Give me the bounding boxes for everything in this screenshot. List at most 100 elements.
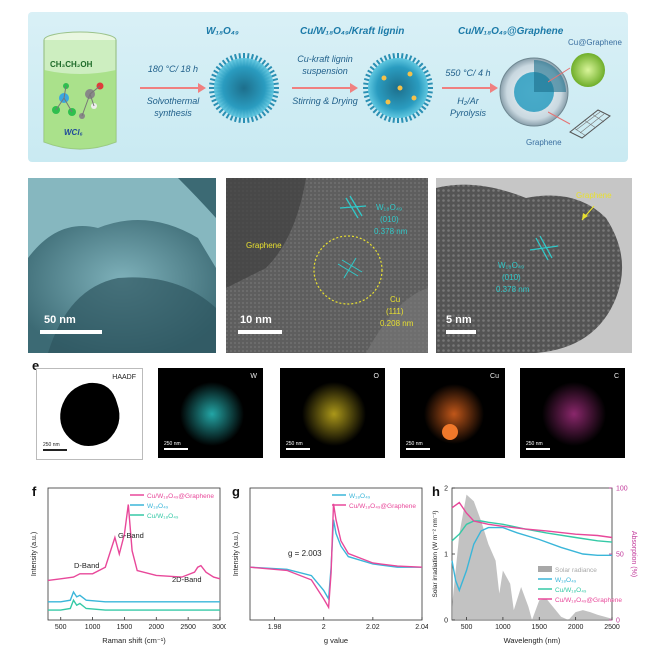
step1-method-line2: synthesis bbox=[154, 108, 192, 118]
map-label-cu: Cu bbox=[490, 373, 499, 380]
hrtem-d-texture bbox=[436, 178, 632, 353]
graphene-sheet-icon bbox=[569, 109, 611, 139]
tem-image-b: 50 nm bbox=[28, 178, 216, 353]
stage2-title: Cu/W₁₈O₄₉/Kraft lignin bbox=[300, 26, 405, 37]
arrow-3-icon bbox=[442, 83, 498, 93]
haadf-particle bbox=[60, 382, 120, 446]
legend-label-2: Cu/W₁₈O₄₉ bbox=[555, 587, 587, 594]
map-scale-c: 250 nm bbox=[526, 441, 543, 447]
hrtem-image-c: Graphene W₁₈O₄₉ (010) 0.378 nm Cu (111) … bbox=[226, 178, 428, 353]
eds-map-cu: Cu 250 nm bbox=[400, 368, 505, 458]
legend-label-3: Cu/W₁₈O₄₉@Graphene bbox=[555, 597, 622, 604]
step3-gas: H₂/Ar bbox=[457, 96, 479, 106]
map-scale-o: 250 nm bbox=[286, 441, 303, 447]
c-distribution bbox=[542, 382, 606, 446]
o-distribution bbox=[302, 382, 366, 446]
synthesis-schematic: CH₃CH₂OH WCl₆ 180 °C/ 18 h Solvothermal … bbox=[28, 12, 628, 162]
annotation-g-value: g = 2.003 bbox=[288, 549, 322, 558]
x-tick-label-5: 3000 bbox=[212, 624, 226, 631]
legend-label-1: W₁₈O₄₉ bbox=[555, 577, 577, 584]
step2-method: Stirring & Drying bbox=[292, 96, 358, 106]
map-scalebar-haadf bbox=[43, 449, 67, 451]
map-scalebar-c bbox=[526, 448, 550, 450]
lattice-markers-w bbox=[339, 195, 367, 219]
x-tick-label-3: 2000 bbox=[568, 624, 584, 631]
map-scale-cu: 250 nm bbox=[406, 441, 423, 447]
map-scale-w: 250 nm bbox=[164, 441, 181, 447]
hrtem-c-texture bbox=[226, 178, 428, 353]
pointer-lines bbox=[548, 67, 571, 125]
x-tick-label-4: 2500 bbox=[180, 624, 196, 631]
map-scale-haadf: 250 nm bbox=[43, 442, 60, 448]
scale-label-d: 5 nm bbox=[446, 314, 472, 326]
y-tick-label-0: 0 bbox=[444, 618, 448, 625]
map-label-c: C bbox=[613, 373, 619, 380]
beaker-solvent-label: CH₃CH₂OH bbox=[50, 60, 93, 69]
x-tick-label-0: 1.98 bbox=[268, 624, 282, 631]
cu-graphene-ball-icon bbox=[571, 53, 605, 87]
legend-label-1: Cu/W₁₈O₄₉@Graphene bbox=[349, 503, 416, 510]
map-label-o: O bbox=[373, 373, 379, 380]
scale-label-b: 50 nm bbox=[44, 314, 76, 326]
stage1-title: W₁₈O₄₉ bbox=[206, 26, 239, 37]
series-line-2 bbox=[48, 598, 220, 611]
legend-label-0: Cu/W₁₈O₄₉@Graphene bbox=[147, 493, 214, 500]
step2-reagent-line2: suspension bbox=[302, 66, 348, 76]
raman-chart: 500 1000 1500 2000 2500 3000 Intensity (a.u.)… bbox=[31, 487, 226, 645]
series-line-0 bbox=[249, 519, 422, 602]
panel-label-h: h bbox=[432, 484, 440, 499]
y2label-h: Absorption (%) bbox=[630, 531, 637, 577]
step2-reagent-line1: Cu-kraft lignin bbox=[297, 54, 353, 64]
eds-map-haadf: HAADF 250 nm bbox=[36, 368, 143, 460]
step1-condition: 180 °C/ 18 h bbox=[147, 64, 199, 74]
urchin-lignin-illustration bbox=[363, 53, 433, 123]
y2-tick-label-0: 0 bbox=[616, 618, 620, 625]
annotation-g-band: G-Band bbox=[118, 531, 144, 540]
x-tick-label-1: 2 bbox=[322, 624, 326, 631]
annotation-d-band: D-Band bbox=[74, 561, 99, 570]
graphene-label: Graphene bbox=[526, 138, 562, 147]
map-scalebar-cu bbox=[406, 448, 430, 450]
x-tick-label-4: 2500 bbox=[604, 624, 620, 631]
annotation-2d-band: 2D-Band bbox=[172, 575, 202, 584]
legend-label-0: W₁₈O₄₉ bbox=[349, 493, 371, 500]
series-line-1 bbox=[451, 526, 612, 593]
eds-map-c: C 250 nm bbox=[520, 368, 625, 458]
ylabel-f: Intensity (a.u.) bbox=[31, 532, 38, 576]
tem-b-texture bbox=[28, 178, 216, 353]
cu-distribution bbox=[424, 384, 484, 444]
legend-label-2: Cu/W₁₈O₄₉ bbox=[147, 513, 179, 520]
x-tick-label-2: 2.02 bbox=[366, 624, 380, 631]
y-tick-label-1: 1 bbox=[444, 552, 448, 559]
ylabel-h: Solar irradiation (W m⁻² nm⁻¹) bbox=[432, 510, 439, 597]
beaker-illustration bbox=[43, 31, 117, 150]
plot-frame-g bbox=[249, 487, 423, 621]
lattice-markers-cu bbox=[337, 257, 363, 279]
xlabel-g: g value bbox=[324, 636, 348, 645]
ylabel-g: Intensity (a.u.) bbox=[233, 532, 240, 576]
x-tick-label-0: 500 bbox=[461, 624, 473, 631]
x-tick-label-2: 1500 bbox=[117, 624, 133, 631]
w18o49-plane-d: (010) bbox=[502, 273, 521, 282]
cu-plane-c: (111) bbox=[386, 307, 404, 316]
cu-label-c: Cu bbox=[390, 295, 401, 304]
w18o49-label-d: W₁₈O₄₉ bbox=[498, 261, 525, 270]
scale-bar-c bbox=[238, 330, 282, 334]
step3-method: Pyrolysis bbox=[449, 108, 486, 118]
lattice-markers-d bbox=[529, 235, 559, 261]
scale-bar-d bbox=[446, 330, 476, 334]
step1-method-line1: Solvothermal bbox=[146, 96, 200, 106]
arrow-2-icon bbox=[292, 83, 358, 93]
step3-condition: 550 °C/ 4 h bbox=[445, 68, 491, 78]
graphene-sphere-illustration bbox=[499, 57, 569, 127]
urchin-w18o49-illustration bbox=[209, 53, 279, 123]
eds-map-o: O 250 nm bbox=[280, 368, 385, 458]
map-scalebar-o bbox=[286, 448, 310, 450]
scale-label-c: 10 nm bbox=[240, 314, 272, 326]
legend-label-1: W₁₈O₄₉ bbox=[147, 503, 169, 510]
epr-chart: 1.98 2 2.02 2.04 Intensity (a.u.) g value g… bbox=[233, 487, 428, 645]
y2-tick-label-1: 50 bbox=[616, 552, 624, 559]
w-distribution bbox=[180, 382, 244, 446]
w18o49-plane-c: (010) bbox=[380, 215, 399, 224]
